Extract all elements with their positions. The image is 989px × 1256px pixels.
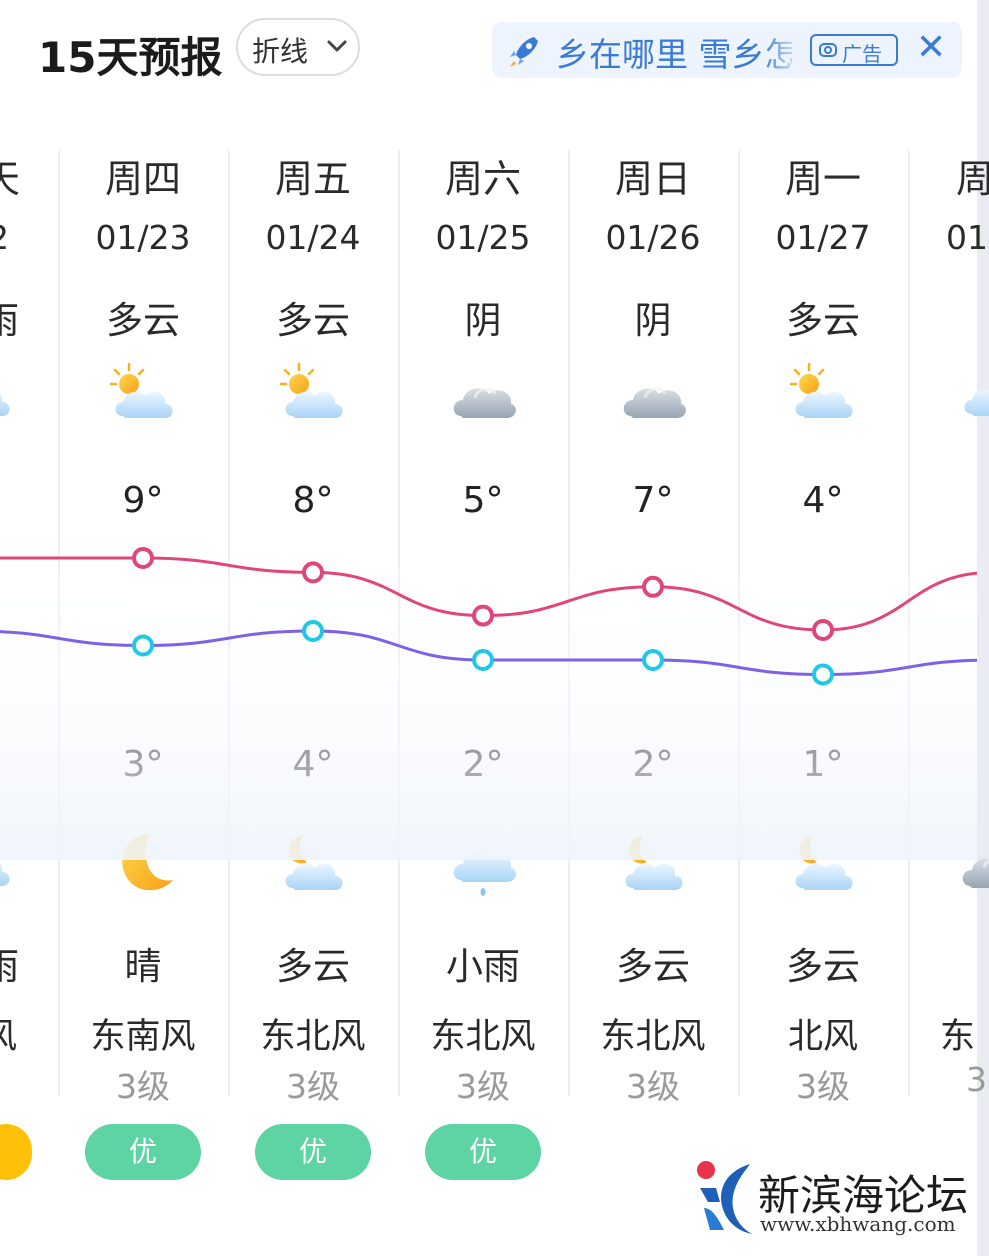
high-temp-point — [302, 561, 324, 584]
weekday-label: 周六 — [444, 157, 521, 201]
day-weather-label: 多云 — [786, 299, 860, 342]
date-label: 01/23 — [95, 218, 191, 257]
date-label: 2 — [0, 218, 42, 257]
close-icon[interactable]: ✕ — [916, 27, 947, 68]
wind-level-label: 3级 — [796, 1067, 850, 1106]
weekday-label: 周 — [956, 157, 989, 201]
wind-direction-label: 东北风 — [430, 1017, 536, 1057]
site-watermark: 新滨海论坛 www.xbhwang.com — [694, 1154, 984, 1244]
chart-mode-dropdown[interactable]: 折线 — [236, 18, 360, 76]
wind-direction-label: 东北风 — [600, 1017, 706, 1057]
day-weather-label: 阴 — [634, 299, 672, 342]
night-weather-label: 多云 — [276, 945, 350, 988]
wind-level-label: 3 — [966, 1060, 987, 1099]
low-temp-point — [642, 649, 664, 671]
weekday-label: 周日 — [614, 157, 691, 201]
high-temp-point — [642, 575, 664, 598]
wind-level-label: 3级 — [626, 1067, 680, 1106]
day-column[interactable]: 天 2 雨 雨 风 — [0, 140, 42, 1100]
weekday-label: 周五 — [274, 157, 351, 201]
aqi-pill[interactable]: 优 — [425, 1124, 541, 1180]
wind-level-label: 3级 — [456, 1067, 510, 1106]
day-weather-label: 雨 — [0, 299, 19, 342]
night-weather-label: 雨 — [0, 945, 19, 988]
aqi-pill[interactable]: 优 — [85, 1124, 201, 1180]
temperature-line-chart — [0, 547, 977, 860]
aqi-row: 优 优 优 — [0, 1124, 977, 1184]
low-temp-point — [132, 634, 154, 657]
wind-level-label: 3级 — [286, 1067, 340, 1106]
weekday-label: 周一 — [784, 157, 861, 201]
side-scroll-strip — [977, 0, 989, 1256]
date-label: 01/27 — [775, 218, 871, 257]
night-weather-label: 晴 — [124, 945, 162, 988]
night-weather-label: 小雨 — [446, 945, 520, 988]
wind-direction-label: 东北风 — [260, 1017, 366, 1057]
day-column[interactable]: 周 01 东 3 — [940, 140, 989, 1100]
high-temp-label: 9° — [122, 480, 164, 521]
night-weather-label: 多云 — [786, 945, 860, 988]
ad-badge: 广告 — [810, 34, 898, 66]
forecast-table: 天 2 雨 雨 风 周四 01/23 多云 9° 3° 晴 东南风 3级 周五 … — [0, 140, 989, 1106]
date-label: 01/24 — [265, 218, 361, 257]
forecast-header: 15天预报 折线 乡在哪里 雪乡怎 广告 ✕ — [0, 0, 989, 100]
high-temp-label: 8° — [292, 480, 334, 521]
low-temp-point — [812, 663, 834, 686]
day-weather-label: 多云 — [276, 299, 350, 342]
wind-direction-label: 北风 — [787, 1017, 858, 1057]
wind-direction-label: 风 — [0, 1008, 42, 1059]
high-temp-point — [812, 619, 834, 641]
page-title: 15天预报 — [38, 33, 223, 82]
high-temp-point — [132, 547, 154, 569]
wind-direction-label: 东 — [940, 1017, 976, 1057]
wind-direction-label: 东南风 — [90, 1017, 196, 1057]
high-temp-label: 4° — [802, 480, 844, 521]
ad-text-fade — [762, 22, 802, 78]
chart-mode-label: 折线 — [252, 35, 309, 68]
high-temp-label: 5° — [462, 480, 504, 521]
watermark-url: www.xbhwang.com — [760, 1212, 956, 1236]
ad-text[interactable]: 乡在哪里 雪乡怎 — [556, 35, 792, 74]
chevron-down-icon — [327, 40, 347, 52]
rocket-icon — [510, 37, 538, 67]
high-temp-point — [472, 604, 494, 627]
watermark-name: 新滨海论坛 — [758, 1171, 969, 1220]
high-temp-label: 7° — [632, 480, 674, 521]
date-label: 01 — [946, 218, 988, 257]
weekday-label: 周四 — [104, 157, 181, 201]
aqi-pill[interactable] — [0, 1124, 32, 1180]
ad-badge-label: 广告 — [842, 42, 882, 66]
wind-level-label: 3级 — [116, 1067, 170, 1106]
date-label: 01/26 — [605, 218, 701, 257]
day-weather-label: 多云 — [106, 299, 180, 342]
aqi-pill[interactable]: 优 — [255, 1124, 371, 1180]
weekday-label: 天 — [0, 157, 21, 201]
date-label: 01/25 — [435, 218, 531, 257]
low-temp-point — [472, 649, 494, 671]
night-weather-label: 多云 — [616, 945, 690, 988]
ad-banner[interactable]: 乡在哪里 雪乡怎 广告 ✕ — [492, 22, 962, 78]
day-weather-label: 阴 — [464, 299, 502, 342]
day-column[interactable]: 周六 01/25 阴 5° 2° 小雨 东北风 3级 — [398, 140, 568, 1106]
ad-tag-icon — [819, 43, 837, 57]
watermark-logo-icon — [697, 1161, 752, 1234]
low-temp-point — [302, 620, 324, 642]
